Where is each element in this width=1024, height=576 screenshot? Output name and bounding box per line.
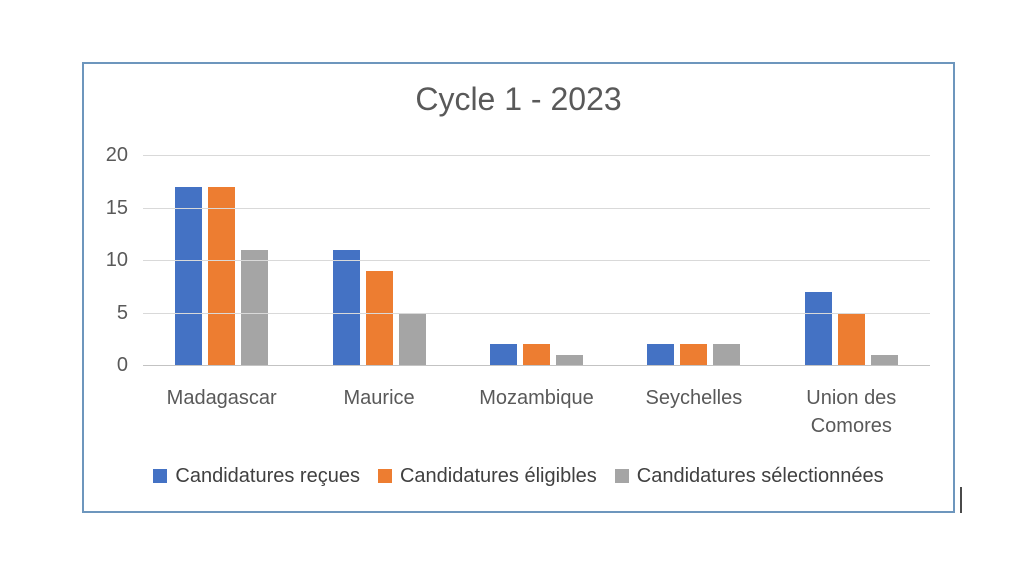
bar [680,344,708,365]
legend-item: Candidatures reçues [153,464,360,488]
bar-group [143,155,300,365]
y-axis-tick-label: 20 [105,144,128,166]
gridline [143,207,930,209]
bar [175,186,203,365]
chart-title: Cycle 1 - 2023 [415,81,622,117]
bar [522,344,550,365]
legend-swatch [614,469,629,483]
x-axis-category-label: Maurice [343,387,415,409]
bar [365,270,393,365]
bar-group [773,155,930,365]
x-axis-category-label: Madagascar [166,387,277,409]
bar-group [615,155,772,365]
bar [870,354,898,365]
y-axis-tick-label: 0 [116,354,128,376]
gridline [143,365,930,366]
y-axis-tick-label: 15 [105,196,128,219]
x-axis-category-label: Mozambique [479,387,594,409]
bar [804,291,832,365]
legend-item: Candidatures sélectionnées [614,464,884,488]
bar-group [300,155,457,365]
legend: Candidatures reçues Candidatures éligible… [84,464,953,488]
gridline [143,260,930,261]
legend-label: Candidatures sélectionnées [636,465,884,487]
bar [489,344,517,365]
bar [208,186,236,365]
x-axis-category-label: Seychelles [645,387,743,409]
text-cursor [960,487,962,513]
legend-label: Candidatures éligibles [399,465,597,487]
bar [555,354,583,365]
plot-area [143,155,930,366]
bar-groups [143,155,930,365]
legend-label: Candidatures reçues [175,465,360,487]
legend-swatch [153,469,168,483]
x-axis-category-label: Union des Comores [806,387,897,437]
chart-frame[interactable]: Cycle 1 - 2023 Madagascar Maurice Mozambiq… [82,62,955,513]
bar [332,249,360,365]
y-axis-tick-label: 10 [105,249,128,271]
legend-swatch [377,469,392,483]
bar [398,312,426,365]
gridline [143,312,930,314]
legend-item: Candidatures éligibles [377,464,597,488]
bar-group [458,155,615,365]
gridline [143,155,930,156]
y-axis-tick-label: 5 [116,301,128,324]
bar [837,312,865,365]
bar [241,249,269,365]
bar [713,344,741,365]
bar [647,344,675,365]
x-axis-labels: Madagascar Maurice Mozambique Seychelles Uni… [143,384,930,440]
